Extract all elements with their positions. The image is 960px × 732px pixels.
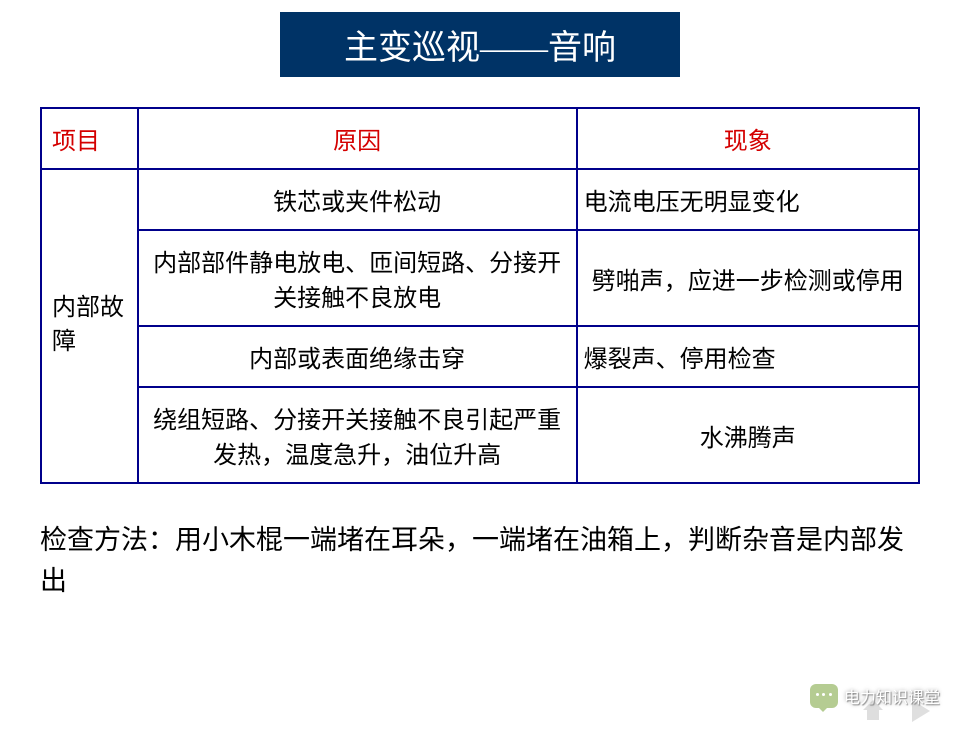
table-row: 内部或表面绝缘击穿 爆裂声、停用检查 [41,326,919,387]
phenom-cell: 劈啪声，应进一步检测或停用 [577,230,919,326]
slide-nav [862,700,930,722]
cause-cell: 绕组短路、分接开关接触不良引起严重发热，温度急升，油位升高 [138,387,577,483]
slide-title: 主变巡视——音响 [280,12,680,77]
home-icon[interactable] [862,700,884,722]
phenom-cell: 水沸腾声 [577,387,919,483]
table-header-row: 项目 原因 现象 [41,108,919,169]
next-icon[interactable] [912,700,930,722]
row-group-label: 内部故障 [41,169,138,483]
phenom-cell: 爆裂声、停用检查 [577,326,919,387]
fault-table-container: 项目 原因 现象 内部故障 铁芯或夹件松动 电流电压无明显变化 内部部件静电放电… [40,107,920,484]
wechat-icon [810,684,838,708]
cause-cell: 内部部件静电放电、匝间短路、分接开关接触不良放电 [138,230,577,326]
header-cause: 原因 [138,108,577,169]
header-phenom: 现象 [577,108,919,169]
fault-table: 项目 原因 现象 内部故障 铁芯或夹件松动 电流电压无明显变化 内部部件静电放电… [40,107,920,484]
table-row: 绕组短路、分接开关接触不良引起严重发热，温度急升，油位升高 水沸腾声 [41,387,919,483]
header-item: 项目 [41,108,138,169]
table-row: 内部部件静电放电、匝间短路、分接开关接触不良放电 劈啪声，应进一步检测或停用 [41,230,919,326]
cause-cell: 铁芯或夹件松动 [138,169,577,230]
table-row: 内部故障 铁芯或夹件松动 电流电压无明显变化 [41,169,919,230]
inspection-note: 检查方法：用小木棍一端堵在耳朵，一端堵在油箱上，判断杂音是内部发出 [40,520,920,601]
phenom-cell: 电流电压无明显变化 [577,169,919,230]
cause-cell: 内部或表面绝缘击穿 [138,326,577,387]
